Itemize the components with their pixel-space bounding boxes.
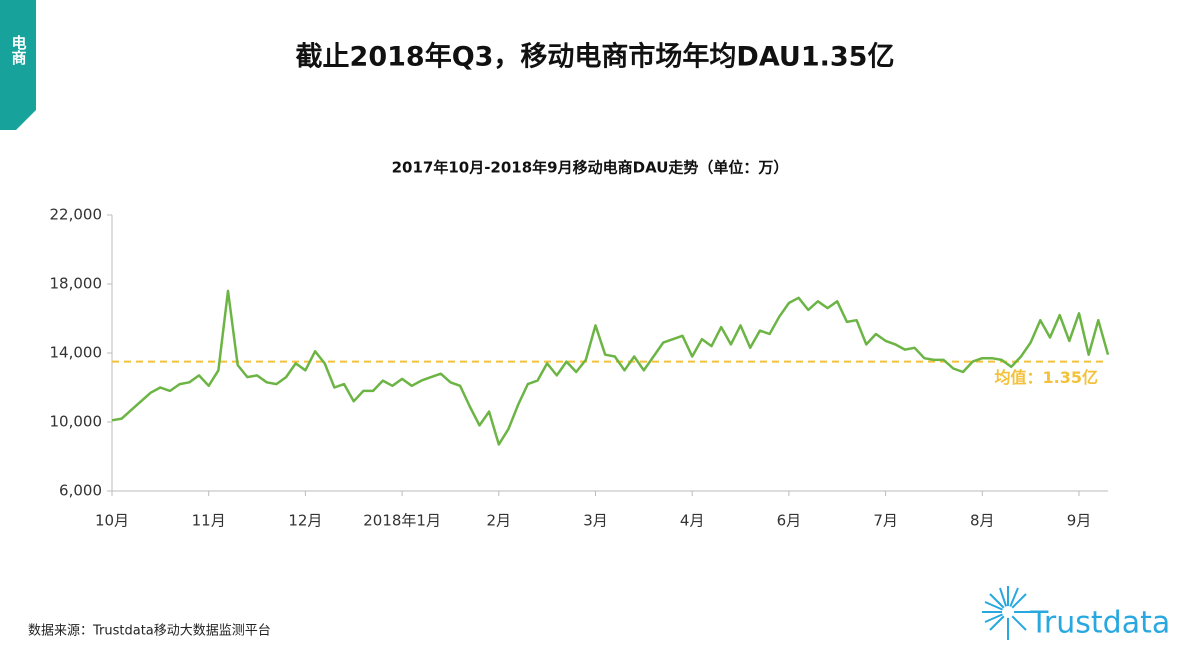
y-tick-label: 14,000 bbox=[50, 344, 103, 362]
y-tick-label: 18,000 bbox=[50, 275, 103, 293]
x-tick-label: 9月 bbox=[1067, 512, 1092, 530]
x-tick-label: 12月 bbox=[288, 512, 322, 530]
y-tick-label: 6,000 bbox=[59, 482, 102, 500]
source: 数据来源：Trustdata移动大数据监测平台 bbox=[28, 624, 271, 639]
logo-center bbox=[1002, 606, 1014, 618]
mean-label: 均值：1.35亿 bbox=[995, 368, 1098, 387]
tab-bg bbox=[0, 0, 36, 130]
x-tick-label: 3月 bbox=[583, 512, 608, 530]
page-title: 截止2018年Q3，移动电商市场年均DAU1.35亿 bbox=[296, 41, 895, 73]
x-tick-label: 2018年1月 bbox=[363, 512, 441, 530]
chart-title: 2017年10月-2018年9月移动电商DAU走势（单位：万） bbox=[392, 159, 789, 177]
x-tick-label: 6月 bbox=[777, 512, 802, 530]
data-line bbox=[111, 289, 1110, 446]
x-tick-label: 10月 bbox=[95, 512, 129, 530]
x-tick-label: 7月 bbox=[873, 512, 898, 530]
logo-text: Trustdata bbox=[1029, 606, 1170, 641]
x-tick-label: 11月 bbox=[192, 512, 226, 530]
y-tick-label: 10,000 bbox=[50, 413, 103, 431]
y-tick-label: 22,000 bbox=[50, 206, 103, 224]
x-tick-label: 4月 bbox=[680, 512, 705, 530]
tab-label: 电商 bbox=[10, 34, 28, 66]
x-tick-label: 8月 bbox=[970, 512, 995, 530]
x-tick-label: 2月 bbox=[487, 512, 512, 530]
